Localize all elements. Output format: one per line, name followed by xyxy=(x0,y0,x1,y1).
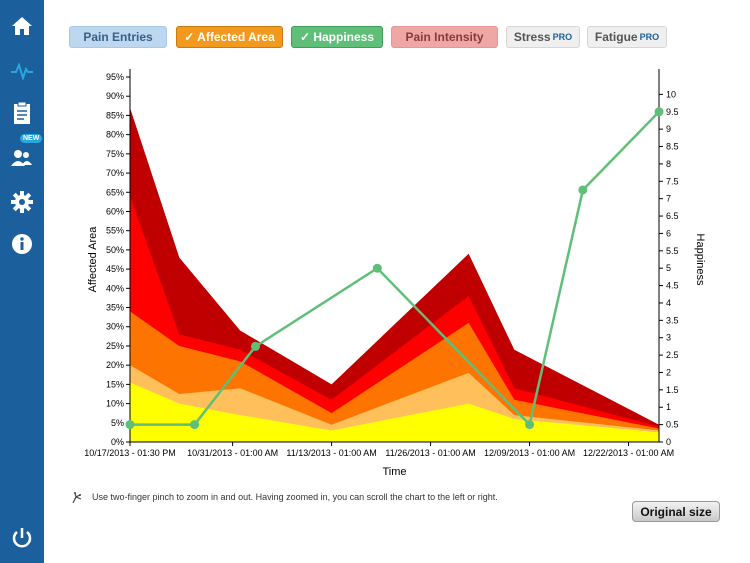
right-axis-title: Happiness xyxy=(694,234,706,286)
gear-icon xyxy=(11,191,33,213)
happiness-point xyxy=(372,263,382,273)
tab-affected-area[interactable]: ✓ Affected Area xyxy=(176,26,283,48)
tab-label: Pain Intensity xyxy=(405,30,484,44)
affected-area-happiness-chart[interactable]: 0% 5% 10% 15% 20% 25% 30% 35% 40% 45% 50% 55% 60% 65%… xyxy=(0,0,750,490)
new-badge: NEW xyxy=(20,134,43,143)
right-tick-label: 9 xyxy=(666,124,671,134)
tab-label: ✓ Affected Area xyxy=(184,30,275,44)
community-button[interactable]: NEW xyxy=(0,134,44,177)
happiness-point xyxy=(654,107,664,117)
left-tick-label: 15% xyxy=(106,379,124,389)
x-axis-title: Time xyxy=(382,466,406,478)
home-icon xyxy=(12,17,32,35)
info-button[interactable] xyxy=(0,224,44,264)
right-tick-label: 7.5 xyxy=(666,176,679,186)
happiness-point xyxy=(250,341,260,351)
left-tick-label: 40% xyxy=(106,283,124,293)
info-icon xyxy=(12,234,32,254)
home-button[interactable] xyxy=(0,6,44,46)
zoom-hint-text: Use two-finger pinch to zoom in and out.… xyxy=(92,492,498,502)
right-tick-label: 2 xyxy=(666,367,671,377)
happiness-point xyxy=(525,420,535,430)
tab-happiness[interactable]: ✓ Happiness xyxy=(291,26,383,48)
left-tick-label: 65% xyxy=(106,187,124,197)
happiness-point xyxy=(578,185,588,195)
tab-pain-entries[interactable]: Pain Entries xyxy=(69,26,167,48)
pro-badge: PRO xyxy=(639,32,660,42)
x-tick-label: 12/22/2013 - 01:00 AM xyxy=(583,448,674,458)
left-tick-label: 30% xyxy=(106,322,124,332)
right-tick-label: 0 xyxy=(666,437,671,447)
right-tick-label: 1.5 xyxy=(666,385,679,395)
left-tick-label: 60% xyxy=(106,206,124,216)
right-tick-label: 9.5 xyxy=(666,107,679,117)
left-tick-label: 95% xyxy=(106,72,124,82)
right-tick-label: 6 xyxy=(666,228,671,238)
right-tick-label: 5.5 xyxy=(666,246,679,256)
x-tick-label: 10/31/2013 - 01:00 AM xyxy=(187,448,278,458)
right-tick-label: 3.5 xyxy=(666,315,679,325)
power-button[interactable] xyxy=(0,518,44,558)
left-tick-label: 5% xyxy=(111,418,124,428)
tab-pain-intensity[interactable]: Pain Intensity xyxy=(391,26,498,48)
left-tick-label: 0% xyxy=(111,437,124,447)
right-tick-label: 4 xyxy=(666,298,671,308)
right-tick-label: 10 xyxy=(666,89,676,99)
power-icon xyxy=(12,528,32,548)
right-tick-label: 0.5 xyxy=(666,420,679,430)
happiness-point xyxy=(125,420,135,430)
left-axis-title: Affected Area xyxy=(87,226,99,293)
tab-label: Stress xyxy=(513,30,551,44)
right-tick-label: 1 xyxy=(666,402,671,412)
right-tick-label: 4.5 xyxy=(666,281,679,291)
right-tick-label: 8.5 xyxy=(666,142,679,152)
left-tick-label: 35% xyxy=(106,303,124,313)
x-tick-label: 12/09/2013 - 01:00 AM xyxy=(484,448,575,458)
pinch-gesture-icon xyxy=(72,492,82,504)
left-tick-label: 80% xyxy=(106,130,124,140)
x-tick-label: 10/17/2013 - 01:30 PM xyxy=(84,448,176,458)
x-tick-label: 11/26/2013 - 01:00 AM xyxy=(385,448,475,458)
left-tick-label: 75% xyxy=(106,149,124,159)
left-tick-label: 70% xyxy=(106,168,124,178)
tab-label: ✓ Happiness xyxy=(299,30,375,44)
original-size-button[interactable]: Original size xyxy=(632,501,720,522)
right-tick-label: 2.5 xyxy=(666,350,679,360)
charts-button[interactable] xyxy=(0,51,44,91)
right-tick-label: 3 xyxy=(666,333,671,343)
happiness-point xyxy=(190,420,200,430)
clipboard-icon xyxy=(14,101,30,124)
left-tick-label: 10% xyxy=(106,399,124,409)
zoom-hint: Use two-finger pinch to zoom in and out.… xyxy=(70,490,498,504)
left-tick-label: 85% xyxy=(106,110,124,120)
tab-stress[interactable]: Stress PRO xyxy=(506,26,580,48)
pro-badge: PRO xyxy=(552,32,573,42)
right-tick-label: 7 xyxy=(666,194,671,204)
left-tick-label: 50% xyxy=(106,245,124,255)
diary-button[interactable] xyxy=(0,93,44,133)
left-tick-label: 45% xyxy=(106,264,124,274)
sidebar: NEW xyxy=(0,0,44,563)
x-tick-label: 11/13/2013 - 01:00 AM xyxy=(286,448,376,458)
settings-button[interactable] xyxy=(0,182,44,222)
right-tick-label: 6.5 xyxy=(666,211,679,221)
left-tick-label: 90% xyxy=(106,91,124,101)
tab-label: Fatigue xyxy=(594,30,638,44)
people-icon xyxy=(11,150,32,166)
right-tick-label: 8 xyxy=(666,159,671,169)
tab-fatigue[interactable]: Fatigue PRO xyxy=(587,26,667,48)
right-tick-label: 5 xyxy=(666,263,671,273)
left-tick-label: 25% xyxy=(106,341,124,351)
pulse-icon xyxy=(11,62,33,80)
area-band-0 xyxy=(130,107,659,442)
left-tick-label: 55% xyxy=(106,226,124,236)
left-tick-label: 20% xyxy=(106,360,124,370)
tab-label: Pain Entries xyxy=(83,30,153,44)
